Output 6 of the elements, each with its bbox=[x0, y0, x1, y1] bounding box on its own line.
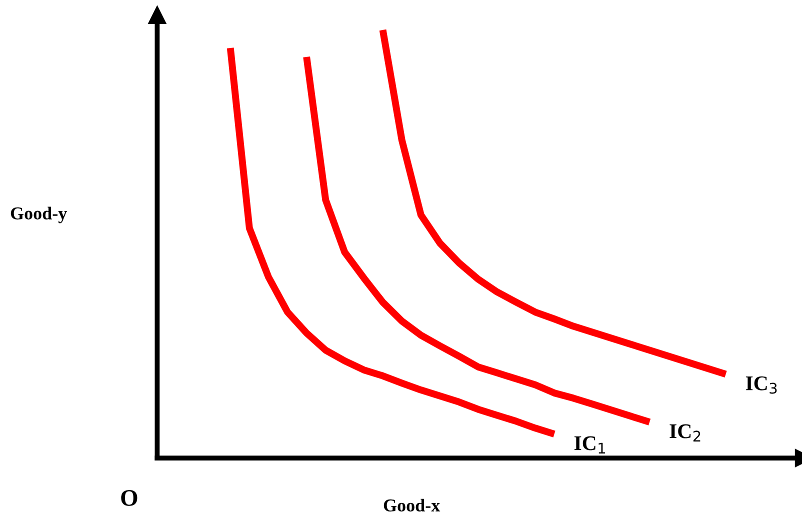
x-axis-title: Good-x bbox=[384, 498, 440, 512]
series-label: IC$_{1}$ bbox=[574, 436, 606, 454]
series-label: IC$_{3}$ bbox=[746, 376, 777, 394]
text: O bbox=[121, 490, 138, 506]
text: Good-y bbox=[10, 206, 68, 224]
series-label: IC$_{2}$ bbox=[670, 424, 700, 442]
